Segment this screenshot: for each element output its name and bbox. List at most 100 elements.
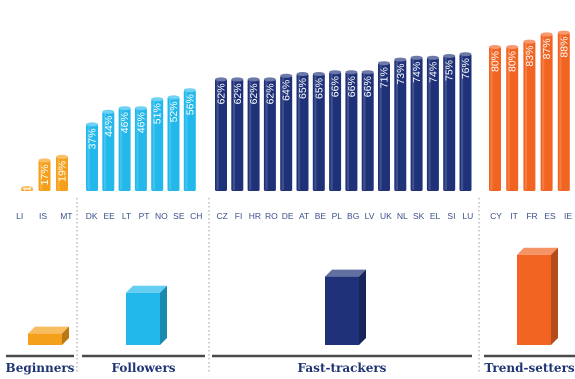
category-label: RO [265,211,278,221]
bar-highlight [507,48,510,190]
bar-value-label: 51% [152,103,164,124]
bar-value-label: 62% [264,83,276,104]
bar-highlight [103,112,106,190]
bar [21,186,33,191]
bars-layer [21,30,570,192]
bar-highlight [169,98,172,190]
bar-highlight [136,109,139,190]
group-name-label: Followers [111,361,175,375]
category-label: AT [299,211,309,221]
box-side [62,326,69,345]
category-label: SK [413,211,425,221]
bar-value-label: 65% [297,78,309,99]
box-top [126,285,167,293]
box-front [28,333,62,345]
bar [459,52,472,192]
bar [263,77,276,191]
labels-layer: 1% 17% 19% LI IS MT Beginners 37% 44% 46% 46% 51% 52… [6,37,575,375]
bar-highlight [216,80,219,190]
category-label: BG [347,211,359,221]
bar [102,109,115,191]
category-label: SE [173,211,185,221]
bar-value-label: 83% [524,46,536,67]
bar-highlight [249,80,252,190]
bar [394,57,407,191]
bar-value-label: 75% [444,60,456,81]
category-label: HR [249,211,261,221]
bar-highlight [490,48,493,190]
bar [231,77,244,191]
group-box-icon [517,247,558,345]
group-box-icon [325,269,366,345]
bar [329,70,342,191]
bar-value-label: 65% [313,78,325,99]
bar [118,106,131,191]
category-label: LV [365,211,375,221]
bar-highlight [232,80,235,190]
box-side [160,285,167,345]
box-side [551,247,558,345]
bar [134,106,147,191]
category-label: BE [315,211,327,221]
category-label: FR [526,211,537,221]
bar-value-label: 64% [281,80,293,101]
bar-value-label: 66% [330,76,342,97]
bar-value-label: 66% [346,76,358,97]
bar-highlight [40,161,43,190]
bar-value-label: 62% [248,83,260,104]
category-label: IS [39,211,47,221]
bar-highlight [542,35,545,191]
bar-highlight [185,91,188,190]
bar-value-label: 1% [22,177,34,192]
bar-value-label: 66% [362,76,374,97]
bar-value-label: 74% [411,62,423,83]
bar-value-label: 71% [379,67,391,88]
bar [345,70,358,191]
bar-value-label: 46% [119,112,131,133]
bar-highlight [461,55,464,191]
bar-highlight [524,42,528,190]
group-box-icon [126,285,167,345]
bar [312,72,325,191]
bar-highlight [428,58,431,190]
bar-highlight [57,157,60,190]
bar [506,45,519,191]
bar-highlight [120,109,123,190]
category-label: CY [490,211,502,221]
category-label: PT [139,211,150,221]
bar [361,70,374,191]
box-front [517,254,551,345]
bar-value-label: 88% [558,37,570,58]
category-label: FI [235,211,243,221]
category-label: UK [380,211,392,221]
category-label: IT [510,211,518,221]
bar-value-label: 62% [216,83,228,104]
bar [426,55,439,191]
bar-value-label: 80% [507,51,519,72]
bar-highlight [395,60,398,190]
category-label: LU [462,211,473,221]
group-name-label: Trend-setters [484,361,575,375]
category-label: CZ [217,211,228,221]
bar-highlight [559,33,562,190]
category-label: ES [544,211,556,221]
bar-highlight [265,80,268,190]
category-label: CH [190,211,202,221]
bar-highlight [346,73,350,190]
category-label: EE [103,211,115,221]
bar [167,95,180,191]
group-box-icon [28,326,69,345]
bar [489,45,501,191]
box-side [359,269,366,345]
bar [557,30,570,191]
category-label: NL [397,211,408,221]
bar [183,88,196,191]
category-label: MT [60,211,72,221]
category-label: DK [86,211,98,221]
box-top [28,326,69,334]
bar-value-label: 46% [135,112,147,133]
bar [540,32,553,192]
box-front [126,292,160,345]
category-label: SI [447,211,455,221]
